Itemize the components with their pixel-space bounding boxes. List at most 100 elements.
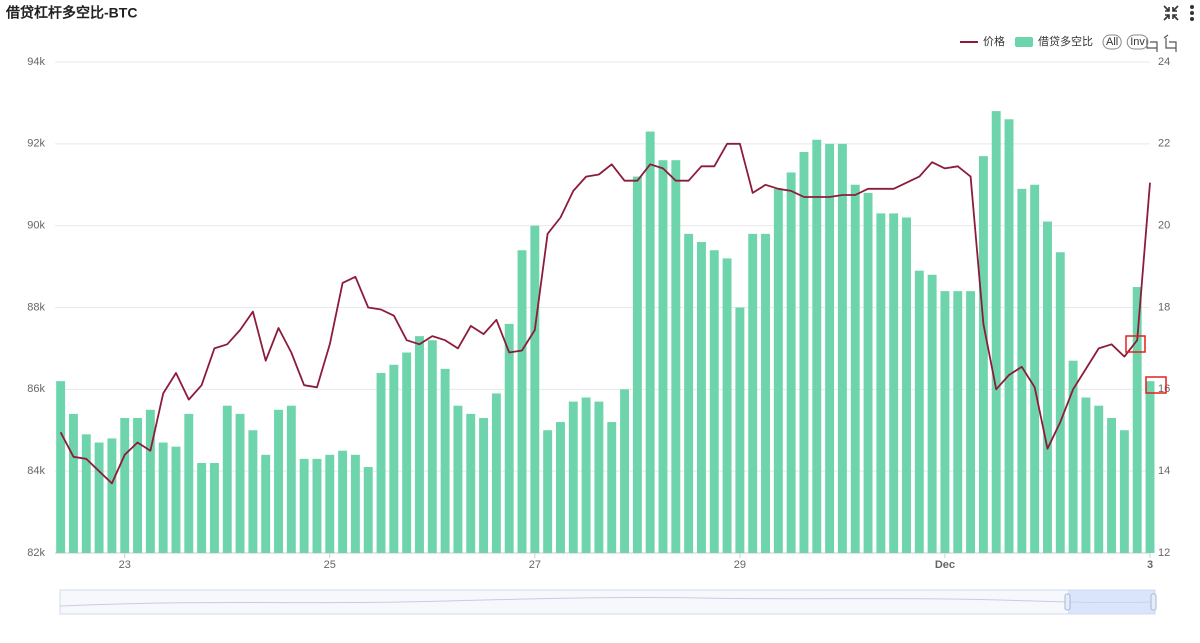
- bar: [581, 397, 591, 553]
- bar: [696, 242, 706, 554]
- bar: [145, 409, 155, 553]
- x-tick-label: Dec: [935, 559, 955, 571]
- x-tick-label: 23: [119, 559, 131, 571]
- bar: [684, 233, 694, 553]
- toolbar[interactable]: [1163, 5, 1195, 21]
- bar: [479, 417, 489, 553]
- bar: [761, 233, 770, 553]
- bar: [530, 225, 540, 553]
- bar: [209, 462, 219, 553]
- collapse-icon[interactable]: [1163, 5, 1179, 21]
- y2-tick-label: 14: [1158, 465, 1170, 477]
- legend-button-frame[interactable]: [1102, 34, 1122, 50]
- zoom-handle[interactable]: [1150, 593, 1157, 611]
- bar: [312, 458, 322, 553]
- bar: [799, 152, 809, 553]
- x-tick-label: 3: [1147, 559, 1153, 571]
- bar: [607, 422, 617, 553]
- bar: [914, 270, 924, 553]
- bar: [978, 156, 988, 553]
- legend-button-label[interactable]: All: [1106, 36, 1118, 48]
- zoom-handle[interactable]: [1064, 593, 1071, 611]
- y-tick-label: 86k: [27, 383, 45, 395]
- menu-icon[interactable]: [1190, 11, 1195, 16]
- bar: [491, 393, 501, 553]
- bar: [1107, 417, 1117, 553]
- legend-item[interactable]: 价格: [960, 34, 1005, 48]
- bar: [1043, 221, 1052, 553]
- bar: [350, 454, 360, 553]
- bar: [658, 160, 668, 553]
- bar: [889, 213, 899, 553]
- y-tick-label: 82k: [27, 547, 45, 559]
- bar: [991, 111, 1001, 553]
- bar: [248, 430, 258, 553]
- y2-tick-label: 12: [1158, 547, 1170, 559]
- bar: [1068, 360, 1078, 553]
- bar: [171, 446, 181, 553]
- y-tick-label: 88k: [27, 301, 45, 313]
- menu-icon[interactable]: [1190, 16, 1195, 21]
- y2-tick-label: 16: [1158, 383, 1170, 395]
- menu-icon[interactable]: [1190, 5, 1195, 10]
- bar: [786, 172, 796, 553]
- y-tick-label: 94k: [27, 56, 45, 68]
- legend-button-frame[interactable]: [1126, 34, 1149, 50]
- bar: [1017, 188, 1027, 553]
- bar: [863, 192, 873, 553]
- bar: [81, 434, 91, 553]
- bar: [1004, 119, 1014, 554]
- price-line: [59, 142, 1151, 485]
- bar: [902, 217, 911, 553]
- bar: [94, 442, 104, 553]
- bar: [274, 409, 283, 553]
- bar: [184, 413, 194, 553]
- legend-button[interactable]: Inv: [1126, 34, 1149, 50]
- bar: [1030, 184, 1040, 553]
- y-tick-label: 90k: [27, 220, 45, 232]
- zoom-preview: [59, 596, 1156, 607]
- x-tick-label: 27: [529, 559, 541, 571]
- bar: [133, 417, 142, 553]
- bar: [837, 143, 847, 554]
- legend-button[interactable]: All: [1102, 34, 1122, 50]
- bar: [504, 323, 514, 553]
- bar: [1094, 405, 1104, 553]
- bar: [235, 413, 245, 553]
- y-tick-label: 92k: [27, 138, 45, 150]
- zoom-icon[interactable]: [1146, 38, 1158, 52]
- bar: [1119, 430, 1129, 553]
- bar: [594, 401, 604, 553]
- bar: [158, 442, 168, 553]
- bar: [517, 250, 527, 553]
- bar: [363, 467, 373, 553]
- y2-tick-label: 20: [1158, 220, 1170, 232]
- bar: [773, 188, 783, 553]
- y2-tick-label: 22: [1158, 138, 1170, 150]
- bar: [68, 413, 78, 553]
- bar: [543, 430, 553, 553]
- legend-label: 借贷多空比: [1038, 34, 1093, 48]
- bar: [850, 184, 860, 553]
- zoom-tools[interactable]: [1146, 34, 1177, 52]
- bar: [56, 381, 66, 553]
- bar: [197, 462, 207, 553]
- zoom-slider[interactable]: [59, 589, 1156, 615]
- legend-label: 价格: [983, 34, 1005, 48]
- y2-tick-label: 24: [1158, 56, 1170, 68]
- bar: [325, 454, 335, 553]
- bar: [222, 405, 232, 553]
- bar: [1081, 397, 1091, 553]
- bar: [440, 368, 450, 553]
- bar: [825, 143, 835, 554]
- zoom-window[interactable]: [1068, 590, 1155, 614]
- bar: [620, 389, 629, 553]
- bar: [338, 450, 348, 553]
- bar: [966, 291, 976, 553]
- legend-item[interactable]: 借贷多空比: [1015, 34, 1093, 48]
- bar: [261, 454, 271, 553]
- bar: [1055, 252, 1065, 553]
- reset-icon[interactable]: [1163, 34, 1177, 52]
- legend-button-label[interactable]: Inv: [1130, 36, 1145, 48]
